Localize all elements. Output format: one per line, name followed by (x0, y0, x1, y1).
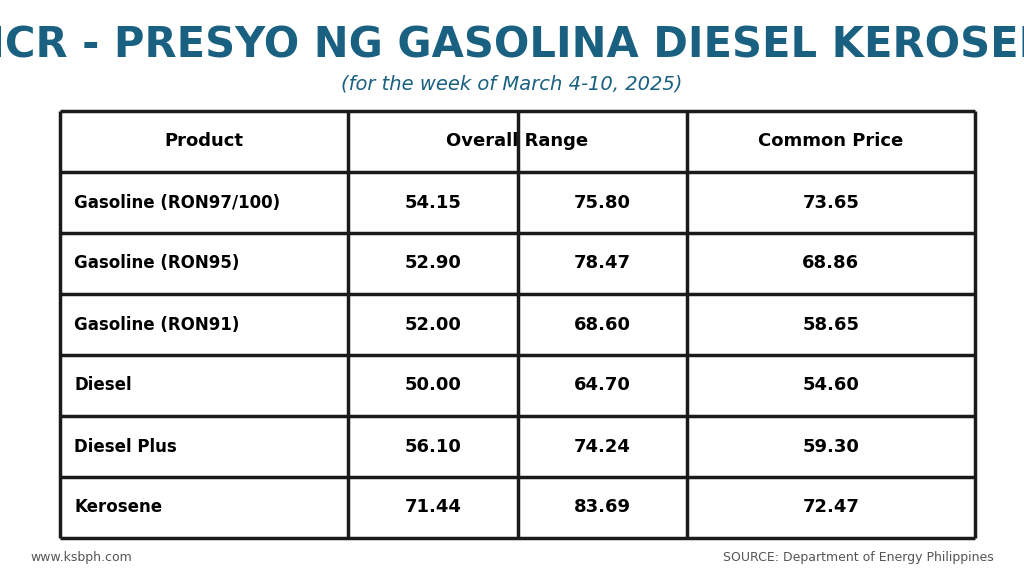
Text: 56.10: 56.10 (404, 438, 461, 456)
Text: Product: Product (165, 132, 244, 150)
Text: 59.30: 59.30 (803, 438, 859, 456)
Text: 73.65: 73.65 (803, 194, 859, 211)
Text: 83.69: 83.69 (573, 498, 631, 517)
Text: Diesel Plus: Diesel Plus (74, 438, 177, 456)
Text: Overall Range: Overall Range (446, 132, 589, 150)
Text: Kerosene: Kerosene (74, 498, 162, 517)
Text: 64.70: 64.70 (573, 377, 631, 395)
Text: 68.60: 68.60 (573, 316, 631, 334)
Text: 54.60: 54.60 (803, 377, 859, 395)
Text: Common Price: Common Price (758, 132, 903, 150)
Text: 52.90: 52.90 (404, 255, 461, 272)
Text: Gasoline (RON95): Gasoline (RON95) (74, 255, 240, 272)
Text: 75.80: 75.80 (573, 194, 631, 211)
Text: 54.15: 54.15 (404, 194, 461, 211)
Text: SOURCE: Department of Energy Philippines: SOURCE: Department of Energy Philippines (723, 551, 994, 564)
Text: 68.86: 68.86 (803, 255, 859, 272)
Text: Diesel: Diesel (74, 377, 132, 395)
Text: NCR - PRESYO NG GASOLINA DIESEL KEROSEN: NCR - PRESYO NG GASOLINA DIESEL KEROSEN (0, 25, 1024, 67)
Text: 52.00: 52.00 (404, 316, 461, 334)
Text: Gasoline (RON91): Gasoline (RON91) (74, 316, 240, 334)
Text: 74.24: 74.24 (573, 438, 631, 456)
Text: Gasoline (RON97/100): Gasoline (RON97/100) (74, 194, 281, 211)
Text: 58.65: 58.65 (803, 316, 859, 334)
Text: 72.47: 72.47 (803, 498, 859, 517)
Text: 50.00: 50.00 (404, 377, 461, 395)
Text: 71.44: 71.44 (404, 498, 461, 517)
Text: www.ksbph.com: www.ksbph.com (30, 551, 132, 564)
Text: 78.47: 78.47 (573, 255, 631, 272)
Text: (for the week of March 4-10, 2025): (for the week of March 4-10, 2025) (341, 74, 683, 93)
